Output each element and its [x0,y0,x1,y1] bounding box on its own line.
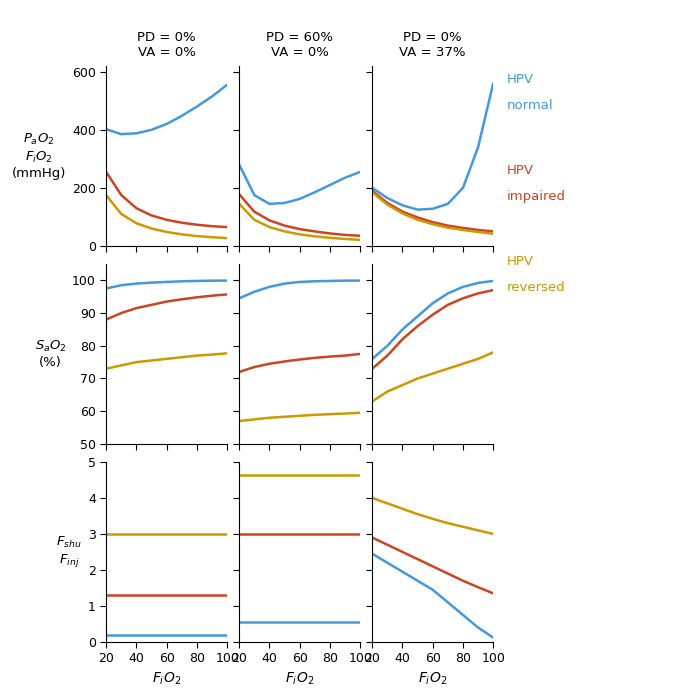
Y-axis label: $S_aO_2$
(%): $S_aO_2$ (%) [34,339,66,369]
Text: impaired: impaired [507,190,566,203]
Text: normal: normal [507,99,553,112]
Y-axis label: $F_{shu}$
$F_{inj}$: $F_{shu}$ $F_{inj}$ [56,535,82,569]
Text: HPV: HPV [507,164,534,177]
X-axis label: $F_iO_2$: $F_iO_2$ [418,671,447,687]
X-axis label: $F_iO_2$: $F_iO_2$ [285,671,314,687]
Text: PD = 60%
VA = 0%: PD = 60% VA = 0% [266,31,333,59]
Y-axis label: $P_aO_2$
$F_iO_2$
(mmHg): $P_aO_2$ $F_iO_2$ (mmHg) [12,133,66,180]
Text: reversed: reversed [507,281,566,294]
Text: PD = 0%
VA = 37%: PD = 0% VA = 37% [399,31,466,59]
Text: HPV: HPV [507,73,534,86]
X-axis label: $F_iO_2$: $F_iO_2$ [152,671,182,687]
Text: PD = 0%
VA = 0%: PD = 0% VA = 0% [137,31,196,59]
Text: HPV: HPV [507,255,534,268]
